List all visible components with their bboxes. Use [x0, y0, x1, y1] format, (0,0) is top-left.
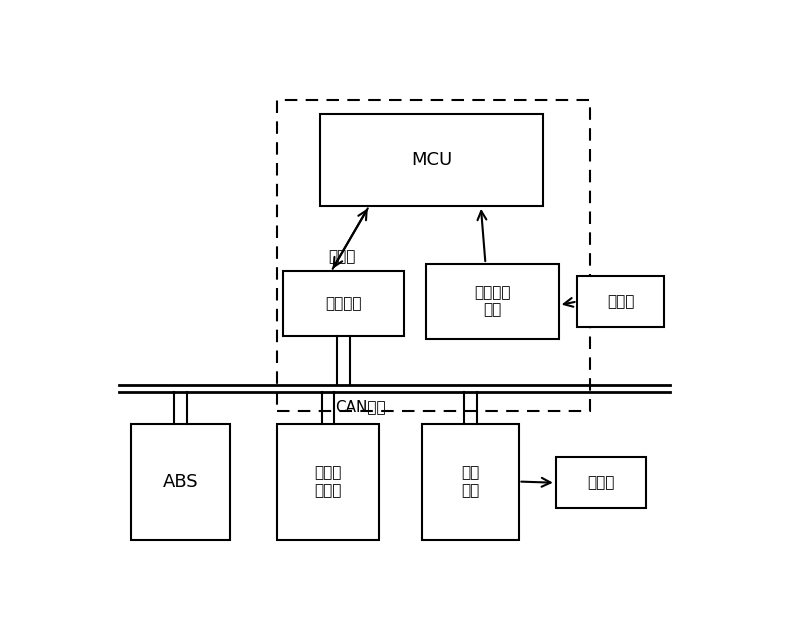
Text: CAN总线: CAN总线 [335, 399, 386, 414]
Bar [283, 271, 404, 337]
Text: 通信模块: 通信模块 [325, 296, 362, 311]
Text: 控制器: 控制器 [328, 249, 355, 264]
Bar [578, 276, 664, 327]
Text: 扬声器: 扬声器 [587, 475, 614, 490]
Bar [277, 99, 590, 411]
Text: ABS: ABS [162, 472, 198, 490]
Text: 发动机
控制器: 发动机 控制器 [314, 465, 342, 498]
Bar [320, 114, 543, 206]
Bar [277, 423, 379, 539]
Text: 摄像机: 摄像机 [607, 294, 634, 309]
Text: 车载
主机: 车载 主机 [462, 465, 479, 498]
Text: MCU: MCU [411, 151, 452, 169]
Bar [426, 264, 558, 339]
Bar [556, 457, 646, 508]
Text: 图像处理
模块: 图像处理 模块 [474, 285, 510, 318]
Bar [422, 423, 518, 539]
Bar [131, 423, 230, 539]
